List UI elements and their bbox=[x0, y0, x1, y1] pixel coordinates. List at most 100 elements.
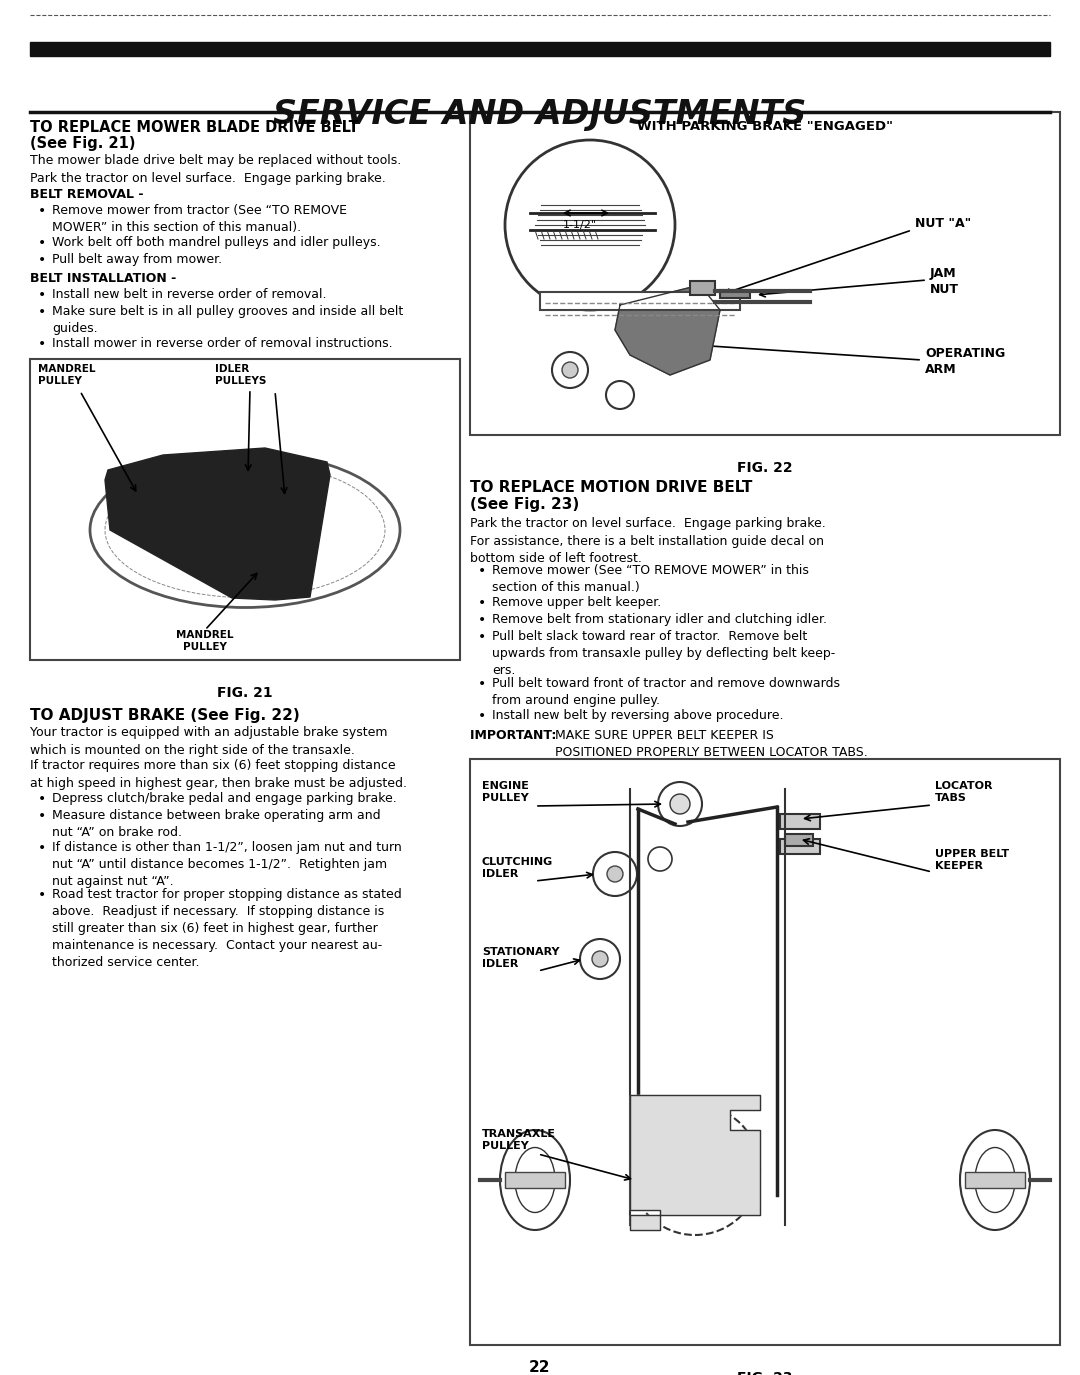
Circle shape bbox=[592, 951, 608, 967]
Circle shape bbox=[670, 793, 690, 814]
Ellipse shape bbox=[960, 1130, 1030, 1231]
Text: •: • bbox=[38, 842, 46, 855]
Text: •: • bbox=[477, 613, 486, 627]
Polygon shape bbox=[630, 1094, 760, 1231]
Bar bbox=[966, 1172, 1025, 1188]
Text: FIG. 21: FIG. 21 bbox=[217, 686, 273, 700]
Text: Make sure belt is in all pulley grooves and inside all belt
guides.: Make sure belt is in all pulley grooves … bbox=[52, 305, 403, 336]
Text: The mower blade drive belt may be replaced without tools.
Park the tractor on le: The mower blade drive belt may be replac… bbox=[30, 154, 402, 184]
Text: Work belt off both mandrel pulleys and idler pulleys.: Work belt off both mandrel pulleys and i… bbox=[52, 236, 380, 249]
Text: BELT INSTALLATION -: BELT INSTALLATION - bbox=[30, 272, 176, 285]
Circle shape bbox=[240, 468, 256, 483]
Circle shape bbox=[505, 140, 675, 309]
Text: MANDREL
PULLEY: MANDREL PULLEY bbox=[38, 364, 95, 385]
Text: •: • bbox=[38, 236, 46, 250]
Circle shape bbox=[658, 782, 702, 826]
Bar bbox=[470, 759, 1059, 1345]
Text: •: • bbox=[38, 204, 46, 219]
Circle shape bbox=[630, 1106, 760, 1235]
Text: •: • bbox=[38, 305, 46, 319]
Text: 22: 22 bbox=[529, 1360, 551, 1375]
Bar bbox=[720, 290, 750, 298]
Text: Depress clutch/brake pedal and engage parking brake.: Depress clutch/brake pedal and engage pa… bbox=[52, 792, 396, 804]
Text: Measure distance between brake operating arm and
nut “A” on brake rod.: Measure distance between brake operating… bbox=[52, 808, 380, 839]
Text: TRANSAXLE
PULLEY: TRANSAXLE PULLEY bbox=[482, 1129, 556, 1151]
Text: WITH PARKING BRAKE "ENGAGED": WITH PARKING BRAKE "ENGAGED" bbox=[637, 120, 893, 133]
Circle shape bbox=[580, 939, 620, 979]
Bar bbox=[780, 839, 820, 854]
Bar bbox=[30, 43, 1050, 56]
Text: •: • bbox=[477, 710, 486, 723]
Ellipse shape bbox=[515, 1148, 555, 1213]
Text: If distance is other than 1-1/2”, loosen jam nut and turn
nut “A” until distance: If distance is other than 1-1/2”, loosen… bbox=[52, 842, 402, 888]
Text: Your tractor is equipped with an adjustable brake system
which is mounted on the: Your tractor is equipped with an adjusta… bbox=[30, 726, 388, 756]
Text: NUT "A": NUT "A" bbox=[915, 217, 971, 230]
Text: CLUTCHING
IDLER: CLUTCHING IDLER bbox=[482, 857, 553, 880]
Text: TO REPLACE MOTION DRIVE BELT: TO REPLACE MOTION DRIVE BELT bbox=[470, 480, 753, 495]
Ellipse shape bbox=[500, 1130, 570, 1231]
Text: •: • bbox=[38, 337, 46, 351]
Text: UPPER BELT
KEEPER: UPPER BELT KEEPER bbox=[935, 848, 1009, 872]
Text: FIG. 23: FIG. 23 bbox=[738, 1371, 793, 1375]
Circle shape bbox=[562, 362, 578, 378]
Text: Remove belt from stationary idler and clutching idler.: Remove belt from stationary idler and cl… bbox=[492, 613, 827, 626]
Polygon shape bbox=[105, 448, 330, 600]
Circle shape bbox=[255, 565, 265, 575]
Text: ENGINE
PULLEY: ENGINE PULLEY bbox=[482, 781, 529, 803]
Text: LOCATOR
TABS: LOCATOR TABS bbox=[935, 781, 993, 803]
Text: 1-1/2": 1-1/2" bbox=[563, 220, 597, 230]
Bar bbox=[690, 280, 715, 296]
Text: •: • bbox=[38, 808, 46, 824]
Text: BELT REMOVAL -: BELT REMOVAL - bbox=[30, 188, 144, 201]
Circle shape bbox=[267, 480, 303, 516]
Circle shape bbox=[232, 542, 288, 598]
Bar bbox=[785, 835, 813, 846]
Circle shape bbox=[657, 1132, 733, 1209]
Text: JAM
NUT: JAM NUT bbox=[930, 267, 959, 296]
Ellipse shape bbox=[975, 1148, 1015, 1213]
Text: •: • bbox=[38, 888, 46, 902]
Text: MANDREL
PULLEY: MANDREL PULLEY bbox=[176, 630, 233, 652]
Text: MAKE SURE UPPER BELT KEEPER IS
POSITIONED PROPERLY BETWEEN LOCATOR TABS.: MAKE SURE UPPER BELT KEEPER IS POSITIONE… bbox=[555, 729, 867, 759]
Text: Road test tractor for proper stopping distance as stated
above.  Readjust if nec: Road test tractor for proper stopping di… bbox=[52, 888, 402, 969]
Circle shape bbox=[278, 491, 292, 505]
Text: •: • bbox=[38, 287, 46, 302]
Text: If tractor requires more than six (6) feet stopping distance
at high speed in hi: If tractor requires more than six (6) fe… bbox=[30, 759, 407, 789]
Text: Install new belt by reversing above procedure.: Install new belt by reversing above proc… bbox=[492, 710, 783, 722]
Circle shape bbox=[606, 381, 634, 408]
Text: IMPORTANT:: IMPORTANT: bbox=[470, 729, 565, 742]
Text: FIG. 22: FIG. 22 bbox=[738, 461, 793, 474]
Text: TO REPLACE MOWER BLADE DRIVE BELT: TO REPLACE MOWER BLADE DRIVE BELT bbox=[30, 120, 359, 135]
Text: Park the tractor on level surface.  Engage parking brake.
For assistance, there : Park the tractor on level surface. Engag… bbox=[470, 517, 826, 565]
Bar bbox=[505, 1172, 565, 1188]
Bar bbox=[780, 814, 820, 829]
Text: Pull belt away from mower.: Pull belt away from mower. bbox=[52, 253, 222, 265]
Text: (See Fig. 23): (See Fig. 23) bbox=[470, 496, 579, 512]
Text: •: • bbox=[477, 564, 486, 578]
Text: IDLER
PULLEYS: IDLER PULLEYS bbox=[215, 364, 267, 385]
Text: OPERATING
ARM: OPERATING ARM bbox=[924, 346, 1005, 375]
Text: Pull belt slack toward rear of tractor.  Remove belt
upwards from transaxle pull: Pull belt slack toward rear of tractor. … bbox=[492, 630, 835, 676]
Circle shape bbox=[593, 852, 637, 896]
Text: •: • bbox=[38, 253, 46, 267]
Text: Pull belt toward front of tractor and remove downwards
from around engine pulley: Pull belt toward front of tractor and re… bbox=[492, 676, 840, 707]
Text: Install new belt in reverse order of removal.: Install new belt in reverse order of rem… bbox=[52, 287, 326, 301]
Text: •: • bbox=[38, 792, 46, 806]
Circle shape bbox=[133, 490, 143, 500]
Text: •: • bbox=[477, 630, 486, 644]
Text: Remove upper belt keeper.: Remove upper belt keeper. bbox=[492, 595, 661, 609]
Bar bbox=[540, 292, 740, 309]
Text: Remove mower from tractor (See “TO REMOVE
MOWER” in this section of this manual): Remove mower from tractor (See “TO REMOV… bbox=[52, 204, 347, 234]
Text: Install mower in reverse order of removal instructions.: Install mower in reverse order of remova… bbox=[52, 337, 393, 351]
Text: STATIONARY
IDLER: STATIONARY IDLER bbox=[482, 947, 559, 969]
Text: Remove mower (See “TO REMOVE MOWER” in this
section of this manual.): Remove mower (See “TO REMOVE MOWER” in t… bbox=[492, 564, 809, 594]
Circle shape bbox=[246, 556, 274, 584]
Bar bbox=[470, 111, 1059, 434]
Circle shape bbox=[110, 468, 166, 522]
Circle shape bbox=[228, 455, 268, 495]
Text: TO ADJUST BRAKE (See Fig. 22): TO ADJUST BRAKE (See Fig. 22) bbox=[30, 708, 300, 723]
Bar bbox=[30, 359, 460, 660]
Circle shape bbox=[552, 352, 588, 388]
Circle shape bbox=[607, 866, 623, 881]
Text: •: • bbox=[477, 676, 486, 692]
